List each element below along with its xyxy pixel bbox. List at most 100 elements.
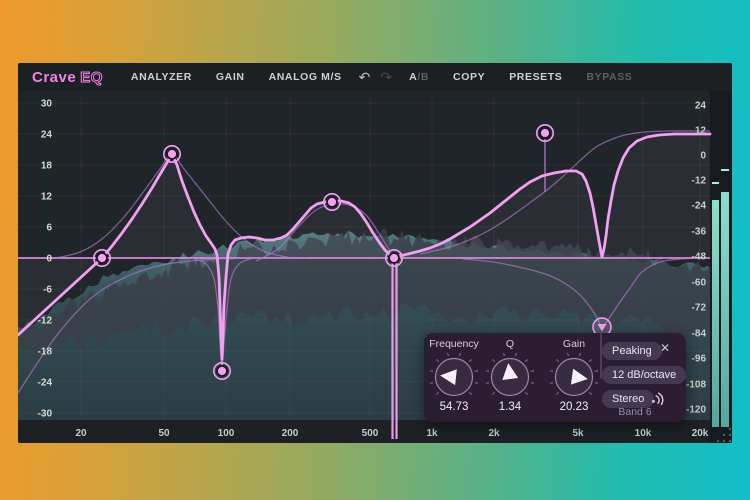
knob-dial	[429, 352, 479, 397]
band-notch-line-overlay	[600, 333, 602, 379]
db-tick-label-left: -24	[38, 378, 53, 389]
db-tick-label-left: 30	[41, 99, 53, 110]
resize-handle-icon[interactable]	[716, 439, 720, 443]
q-value: 1.34	[498, 401, 522, 413]
menu-analog-ms[interactable]: ANALOG M/S	[268, 71, 342, 83]
knob-tick	[502, 352, 506, 357]
band-point-dot	[166, 148, 178, 160]
knob-dial	[485, 352, 535, 397]
freq-tick-label: 1k	[426, 428, 438, 439]
freq-tick-label: 20	[75, 428, 87, 439]
band-point-ring	[536, 124, 554, 142]
band-point-dot	[326, 196, 338, 208]
freq-tick-label: 10k	[635, 428, 652, 439]
db-tick-label-left: 24	[41, 130, 53, 141]
db-tick-label-left: -30	[38, 409, 53, 420]
knob-tick	[491, 358, 496, 363]
filter-type-button[interactable]: Peaking	[602, 342, 662, 360]
db-tick-label-left: -6	[43, 285, 52, 296]
db-tick-label-right: -36	[692, 227, 707, 238]
freq-tick-label: 500	[362, 428, 379, 439]
resize-handle-icon[interactable]	[722, 439, 726, 443]
freq-tick-label: 100	[218, 428, 235, 439]
db-tick-label-left: 0	[46, 254, 52, 265]
eq-curve-fill	[18, 154, 394, 359]
knob-tick	[429, 381, 434, 385]
knob-tick	[578, 352, 582, 357]
db-tick-label-right: -12	[692, 176, 707, 187]
frequency-knob[interactable]	[427, 350, 481, 404]
menu-analyzer[interactable]: ANALYZER	[130, 71, 192, 83]
ab-toggle[interactable]: A/B	[409, 71, 429, 83]
band-point-dot	[216, 365, 228, 377]
resize-handle-icon[interactable]	[728, 439, 732, 443]
resize-handle-icon[interactable]	[728, 433, 732, 437]
logo-product: EQ	[80, 68, 103, 86]
knob-tick	[566, 352, 570, 357]
db-tick-label-right: 12	[695, 126, 707, 137]
slope-button[interactable]: 12 dB/octave	[602, 366, 687, 384]
knob-tick	[549, 381, 554, 385]
knob-tick	[524, 391, 529, 396]
band-point[interactable]	[93, 249, 111, 267]
undo-icon[interactable]: ↶	[358, 69, 371, 85]
knob-tick	[468, 358, 473, 363]
resize-handle-icon[interactable]	[722, 433, 726, 437]
band-number-label: Band 6	[618, 406, 652, 418]
band-point[interactable]	[163, 145, 181, 163]
plugin-window: Crave EQ ANALYZER GAIN ANALOG M/S ↶ ↷ A/B…	[18, 63, 732, 443]
app-logo: Crave EQ	[32, 68, 103, 86]
band-point[interactable]	[385, 249, 403, 267]
knob-tick	[555, 358, 560, 363]
knob-tick	[485, 369, 490, 373]
redo-icon[interactable]: ↷	[380, 69, 393, 85]
band-point-triangle-icon	[597, 324, 607, 332]
close-icon[interactable]: ✕	[660, 341, 671, 355]
knob-pointer	[440, 369, 457, 386]
resize-handle-icon[interactable]	[728, 427, 732, 431]
band-point[interactable]	[213, 362, 231, 380]
menu-bypass[interactable]: BYPASS	[586, 71, 633, 83]
gain-knob[interactable]	[547, 350, 601, 404]
db-tick-label-left: -18	[38, 347, 53, 358]
menu-presets[interactable]: PRESETS	[509, 71, 563, 83]
freq-tick-label: 5k	[572, 428, 584, 439]
knob-tick	[514, 352, 518, 357]
band-point-ring	[213, 362, 231, 380]
menu-copy[interactable]: COPY	[453, 71, 486, 83]
menu-gain[interactable]: GAIN	[215, 71, 245, 83]
toolbar: Crave EQ ANALYZER GAIN ANALOG M/S ↶ ↷ A/B…	[18, 63, 732, 91]
db-tick-label-right: -48	[692, 252, 707, 263]
eq-curve-fill	[397, 134, 710, 258]
knob-tick	[485, 381, 490, 385]
db-tick-label-left: 6	[46, 223, 52, 234]
freq-tick-label: 200	[282, 428, 299, 439]
knob-tick	[446, 352, 450, 357]
knob-pointer	[502, 363, 519, 380]
db-tick-label-right: -60	[692, 278, 707, 289]
db-tick-label-left: 12	[41, 192, 53, 203]
db-tick-label-right: 24	[695, 101, 707, 112]
band-settings-panel: Frequency 54.73 Q 1.34 Gain 20.23 Peakin…	[424, 333, 687, 422]
knob-tick	[530, 369, 535, 373]
band-curve	[255, 203, 399, 262]
band-point-ring	[323, 193, 341, 211]
db-tick-label-right: -72	[692, 303, 707, 314]
band-point-ring	[385, 249, 403, 267]
db-tick-label-left: -12	[38, 316, 53, 327]
band-point[interactable]	[536, 124, 554, 142]
db-tick-label-right: -120	[686, 405, 706, 416]
ab-inactive-label: /B	[417, 71, 430, 83]
eq-main-curve	[395, 132, 712, 259]
channel-button[interactable]: Stereo	[602, 390, 655, 408]
listen-icon[interactable]	[650, 392, 666, 411]
q-knob-label: Q	[505, 338, 515, 350]
band-point-dot	[539, 127, 551, 139]
q-knob[interactable]	[483, 350, 537, 404]
knob-dial	[549, 352, 599, 397]
knob-tick	[435, 391, 440, 396]
knob-tick	[435, 358, 440, 363]
band-point[interactable]	[323, 193, 341, 211]
knob-tick	[530, 381, 535, 385]
db-tick-label-right: -108	[686, 380, 706, 391]
